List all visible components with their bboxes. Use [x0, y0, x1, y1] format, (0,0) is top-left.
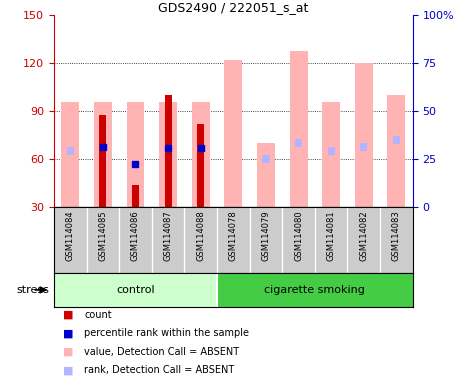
Text: control: control [116, 285, 155, 295]
Bar [61, 102, 79, 207]
Text: ■: ■ [63, 347, 74, 357]
Text: GSM114081: GSM114081 [327, 211, 336, 261]
Title: GDS2490 / 222051_s_at: GDS2490 / 222051_s_at [158, 1, 309, 14]
Text: GSM114085: GSM114085 [98, 211, 107, 261]
Bar [197, 142, 204, 151]
Text: GSM114088: GSM114088 [196, 211, 205, 262]
Text: GSM114082: GSM114082 [359, 211, 368, 261]
Bar [54, 273, 217, 307]
Text: cigarette smoking: cigarette smoking [265, 285, 365, 295]
Text: GSM114079: GSM114079 [261, 211, 271, 261]
Bar [360, 142, 367, 151]
Bar [295, 139, 302, 147]
Text: stress: stress [16, 285, 49, 295]
Bar [165, 142, 172, 151]
Text: ■: ■ [63, 310, 74, 320]
Bar [289, 51, 308, 207]
Bar [197, 124, 204, 207]
Bar [257, 143, 275, 207]
Text: GSM114080: GSM114080 [294, 211, 303, 261]
Text: GSM114083: GSM114083 [392, 211, 401, 262]
Bar [99, 114, 106, 207]
Text: percentile rank within the sample: percentile rank within the sample [84, 328, 250, 338]
Text: rank, Detection Call = ABSENT: rank, Detection Call = ABSENT [84, 365, 234, 375]
Bar [393, 136, 400, 144]
Bar [355, 63, 373, 207]
Text: value, Detection Call = ABSENT: value, Detection Call = ABSENT [84, 347, 240, 357]
Bar [327, 147, 335, 156]
Bar [127, 102, 144, 207]
Bar [67, 147, 74, 156]
Text: ■: ■ [63, 365, 74, 375]
Bar [387, 95, 405, 207]
Text: ■: ■ [63, 328, 74, 338]
Bar [224, 60, 242, 207]
Bar [322, 102, 340, 207]
Bar [99, 142, 106, 151]
Bar [132, 185, 139, 207]
Bar [159, 102, 177, 207]
Bar [217, 273, 413, 307]
Bar [262, 156, 270, 163]
Text: GSM114078: GSM114078 [229, 211, 238, 262]
Text: GSM114084: GSM114084 [66, 211, 75, 261]
Bar [165, 95, 172, 207]
Text: count: count [84, 310, 112, 320]
Text: GSM114086: GSM114086 [131, 211, 140, 262]
Text: GSM114087: GSM114087 [164, 211, 173, 262]
Bar [192, 102, 210, 207]
Bar [94, 102, 112, 207]
